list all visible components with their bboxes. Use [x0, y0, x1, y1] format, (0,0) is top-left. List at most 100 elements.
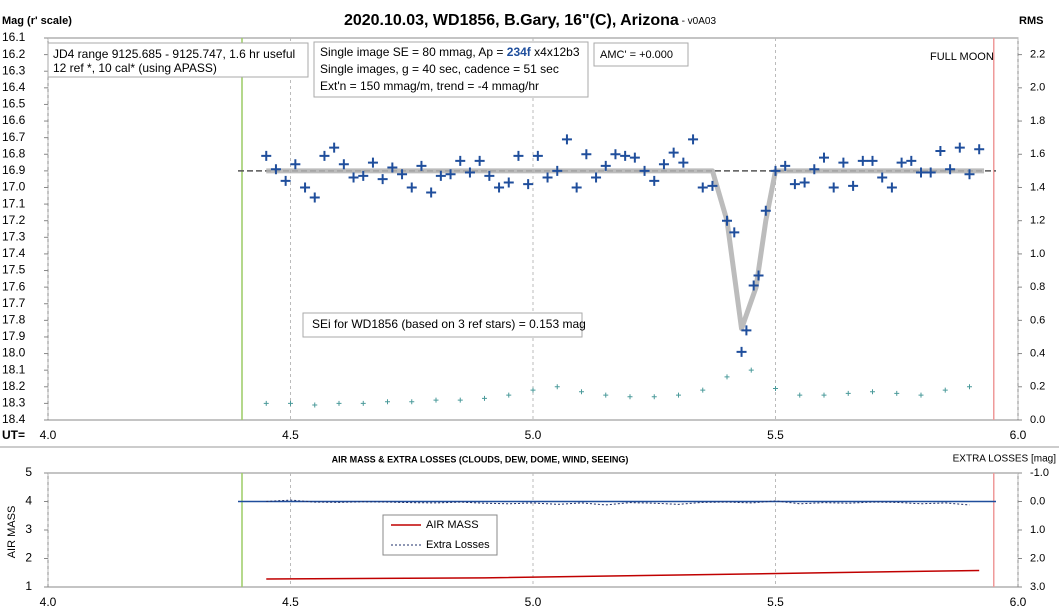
- data-point: [338, 159, 349, 170]
- data-point: [821, 392, 827, 398]
- y2-tick-label: 3.0: [1030, 581, 1045, 593]
- data-point: [435, 170, 446, 181]
- annotation: Ext'n = 150 mmag/m, trend = -4 mmag/hr: [320, 79, 539, 93]
- title: 2020.10.03, WD1856, B.Gary, 16"(C), Ariz…: [344, 12, 679, 29]
- data-point: [886, 182, 897, 193]
- data-point: [464, 167, 475, 178]
- data-point: [748, 280, 759, 291]
- data-point: [780, 160, 791, 171]
- data-point: [896, 157, 907, 168]
- data-point: [280, 175, 291, 186]
- annotation-part: Single image SE = 80 mmag, Ap =: [320, 45, 507, 59]
- data-point: [857, 155, 868, 166]
- data-point: [581, 149, 592, 160]
- x-tick-label: 6.0: [1010, 595, 1027, 609]
- data-point: [974, 144, 985, 155]
- annotation-part: 234f: [507, 45, 532, 59]
- data-point: [309, 192, 320, 203]
- y-tick-label: 16.6: [2, 113, 26, 127]
- data-point: [748, 367, 754, 373]
- y-tick-label: 18.1: [2, 362, 26, 376]
- x-tick-label: 4.5: [282, 595, 299, 609]
- data-point: [797, 392, 803, 398]
- y2-tick-label: 0.8: [1030, 281, 1045, 293]
- data-point: [964, 169, 975, 180]
- data-point: [700, 387, 706, 393]
- y-tick-label: 18.4: [2, 412, 26, 426]
- y-label: Mag (r' scale): [2, 15, 72, 27]
- data-point: [707, 180, 718, 191]
- subtitle: - v0A03: [679, 16, 717, 27]
- data-point: [870, 389, 875, 395]
- data-point: [688, 134, 699, 145]
- data-point: [935, 145, 946, 156]
- data-point: [554, 384, 560, 390]
- legend-label: Extra Losses: [426, 539, 490, 551]
- annotation-box: [47, 42, 309, 78]
- data-point: [724, 374, 730, 380]
- y-tick-label: 4: [25, 494, 32, 508]
- y2-tick-label: 0.4: [1030, 347, 1045, 359]
- y-tick-label: 16.3: [2, 63, 26, 77]
- data-line: [266, 499, 970, 506]
- x-tick-label: 5.5: [767, 595, 784, 609]
- data-point: [270, 164, 281, 175]
- data-point: [651, 394, 657, 400]
- x-tick-label: 4.5: [282, 428, 299, 442]
- data-point: [542, 172, 553, 183]
- annotation: JD4 range 9125.685 - 9125.747, 1.6 hr us…: [53, 47, 295, 61]
- y2-tick-label: 1.8: [1030, 115, 1045, 127]
- y2-tick-label: 2.0: [1030, 82, 1045, 94]
- data-point: [484, 170, 495, 181]
- data-point: [697, 182, 708, 193]
- y-tick-label: 16.1: [2, 30, 26, 44]
- data-point: [753, 270, 764, 281]
- data-point: [819, 152, 829, 163]
- data-point: [639, 165, 650, 176]
- data-point: [532, 150, 543, 161]
- x-tick-label: 6.0: [1010, 428, 1027, 442]
- y-tick-label: 18.0: [2, 346, 26, 360]
- annotation: AMC' = +0.000: [600, 49, 673, 61]
- y2-tick-label: 0.2: [1030, 381, 1045, 393]
- data-point: [848, 180, 859, 191]
- data-point: [288, 400, 293, 406]
- data-point: [358, 170, 369, 181]
- x-tick-label: 4.0: [40, 595, 57, 609]
- y-tick-label: 17.0: [2, 180, 26, 194]
- data-point: [828, 182, 839, 193]
- data-point: [942, 387, 948, 393]
- y2-label: EXTRA LOSSES [mag]: [953, 454, 1057, 465]
- data-point: [954, 142, 965, 153]
- data-point: [773, 385, 778, 391]
- data-point: [312, 402, 318, 408]
- data-point: [474, 155, 485, 166]
- y2-tick-label: 1.0: [1030, 248, 1045, 260]
- annotation-box: [593, 42, 689, 67]
- data-point: [967, 384, 972, 390]
- data-point: [799, 177, 810, 188]
- legend-box: [382, 514, 498, 556]
- chart-title: AIR MASS & EXTRA LOSSES (CLOUDS, DEW, DO…: [332, 454, 629, 464]
- data-point: [433, 397, 439, 403]
- y2-tick-label: 1.2: [1030, 215, 1045, 227]
- data-point: [722, 215, 732, 226]
- y-tick-label: 16.5: [2, 97, 26, 111]
- data-point: [377, 174, 388, 185]
- data-point: [482, 395, 487, 401]
- y2-tick-label: -1.0: [1030, 467, 1049, 479]
- data-point: [918, 392, 924, 398]
- data-point: [845, 390, 851, 396]
- data-point: [506, 392, 512, 398]
- data-point: [445, 169, 456, 180]
- y-tick-label: 2: [25, 551, 32, 565]
- y-label: AIR MASS: [6, 506, 18, 559]
- data-point: [649, 175, 660, 186]
- x-tick-label: 5.0: [525, 428, 542, 442]
- data-point: [610, 149, 621, 160]
- y-tick-label: 16.9: [2, 163, 26, 177]
- data-point: [455, 155, 466, 166]
- y2-tick-label: 2.2: [1030, 49, 1045, 61]
- x-label: UT=: [2, 428, 25, 442]
